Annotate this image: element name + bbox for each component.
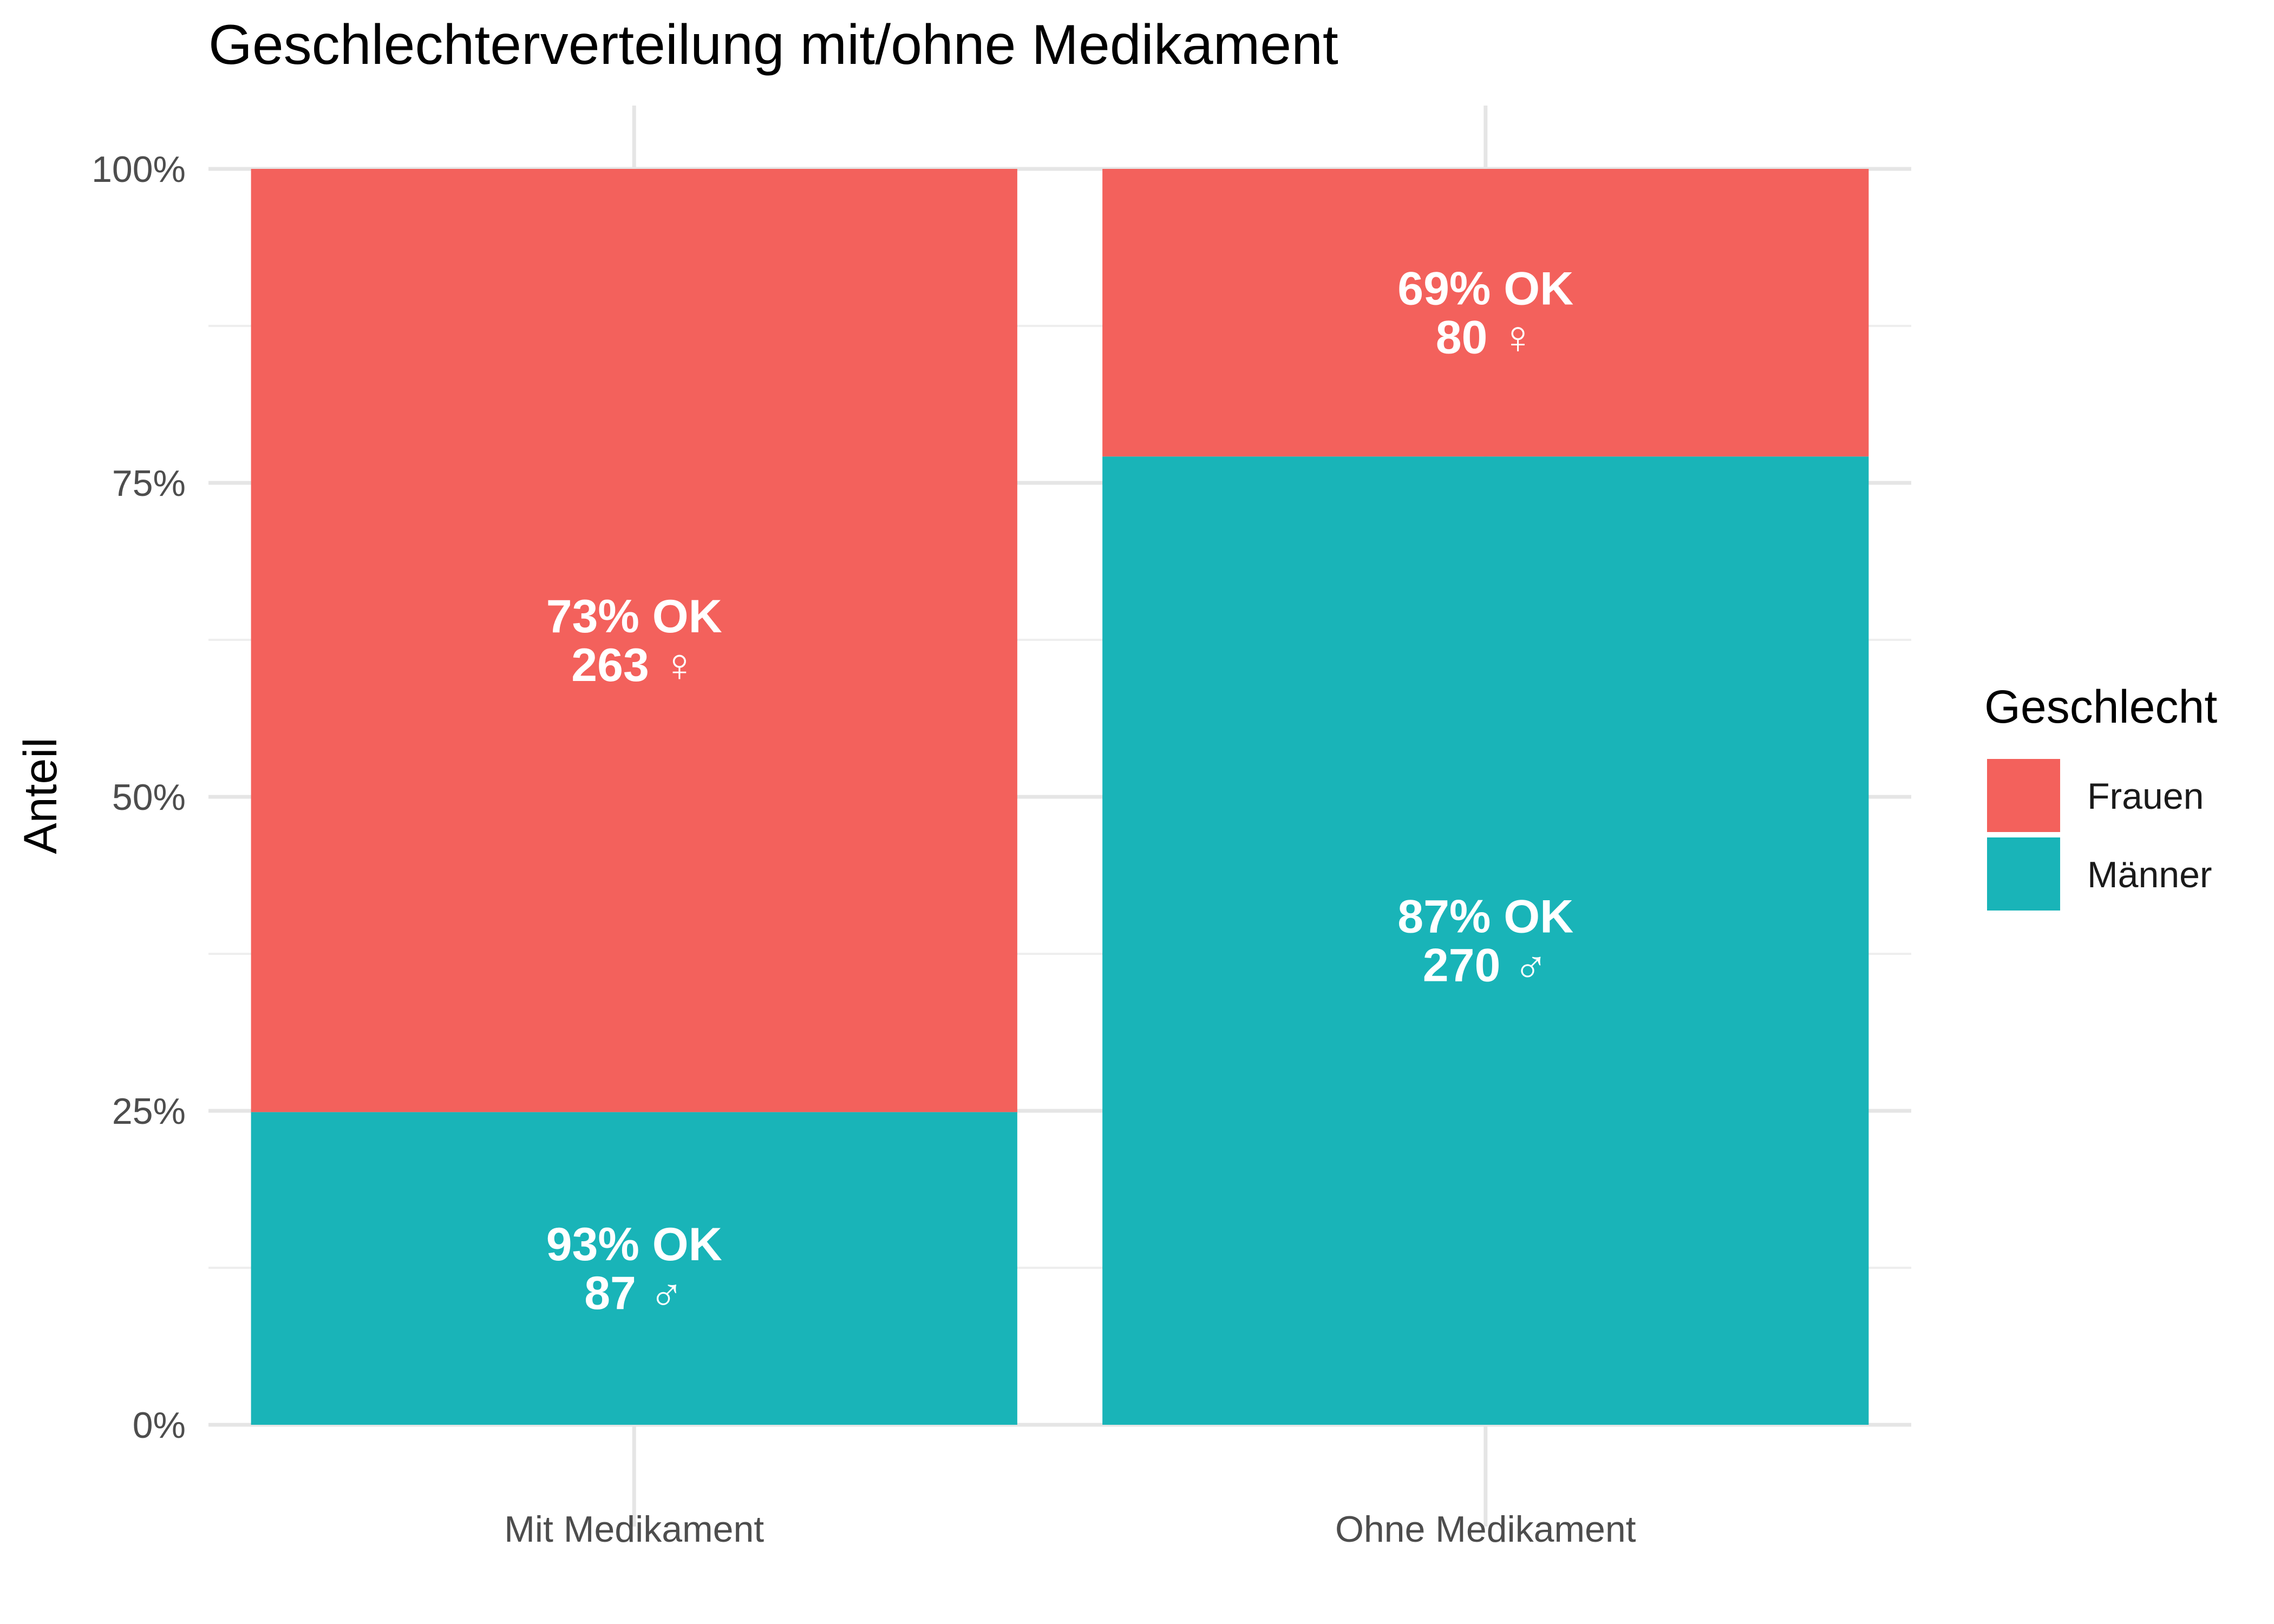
y-tick-label: 75% <box>112 463 186 504</box>
data-label: 87% OK 270 ♂ <box>1397 891 1573 992</box>
y-tick-label: 0% <box>133 1405 186 1446</box>
bar-segment <box>1102 456 1869 1425</box>
data-label: 73% OK 263 ♀ <box>546 591 722 691</box>
y-tick-label: 100% <box>92 149 186 190</box>
x-tick-label: Mit Medikament <box>504 1509 764 1550</box>
y-axis-ticks: 0% 25% 50% 75% 100% <box>92 149 186 1446</box>
bar-segment <box>1102 169 1869 457</box>
bar-segment <box>251 169 1017 1112</box>
chart-title: Geschlechterverteilung mit/ohne Medikame… <box>208 14 1338 76</box>
y-tick-label: 25% <box>112 1091 186 1132</box>
legend-title: Geschlecht <box>1984 681 2217 733</box>
legend: Geschlecht Frauen Männer <box>1984 681 2217 911</box>
bar-labels: 93% OK 87 ♂ 73% OK 263 ♀ 87% OK 270 ♂ 69% OK 80… <box>546 263 1574 1320</box>
legend-label: Männer <box>2087 854 2212 895</box>
x-axis-ticks: Mit Medikament Ohne Medikament <box>504 1509 1636 1550</box>
bars <box>251 169 1869 1425</box>
legend-swatch <box>1987 837 2060 911</box>
legend-label: Frauen <box>2087 776 2204 817</box>
y-tick-label: 50% <box>112 777 186 818</box>
y-axis-title: Anteil <box>15 737 67 854</box>
data-label: 69% OK 80 ♀ <box>1397 263 1573 364</box>
data-label: 93% OK 87 ♂ <box>546 1219 722 1319</box>
bar-segment <box>251 1112 1017 1425</box>
legend-swatch <box>1987 759 2060 832</box>
x-tick-label: Ohne Medikament <box>1335 1509 1636 1550</box>
